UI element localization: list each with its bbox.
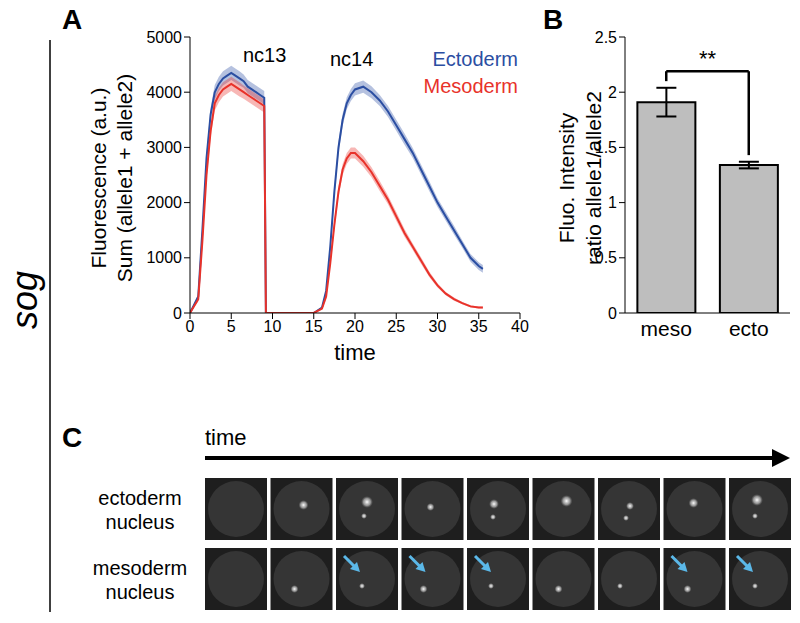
svg-text:15: 15 (305, 318, 323, 335)
svg-text:meso: meso (641, 317, 692, 340)
svg-text:1000: 1000 (146, 249, 182, 266)
svg-text:40: 40 (511, 318, 529, 335)
svg-text:2: 2 (608, 84, 617, 101)
svg-text:0: 0 (608, 305, 617, 322)
svg-text:2000: 2000 (146, 194, 182, 211)
svg-text:2.5: 2.5 (595, 29, 617, 46)
svg-text:30: 30 (429, 318, 447, 335)
svg-text:25: 25 (387, 318, 405, 335)
svg-text:35: 35 (470, 318, 488, 335)
svg-text:20: 20 (346, 318, 364, 335)
svg-text:0: 0 (173, 305, 182, 322)
svg-text:**: ** (699, 46, 717, 71)
svg-text:5: 5 (227, 318, 236, 335)
svg-text:1: 1 (608, 194, 617, 211)
svg-text:0: 0 (186, 318, 195, 335)
svg-text:ecto: ecto (729, 317, 769, 340)
svg-text:5000: 5000 (146, 29, 182, 46)
svg-text:4000: 4000 (146, 84, 182, 101)
svg-text:10: 10 (264, 318, 282, 335)
svg-text:3000: 3000 (146, 139, 182, 156)
